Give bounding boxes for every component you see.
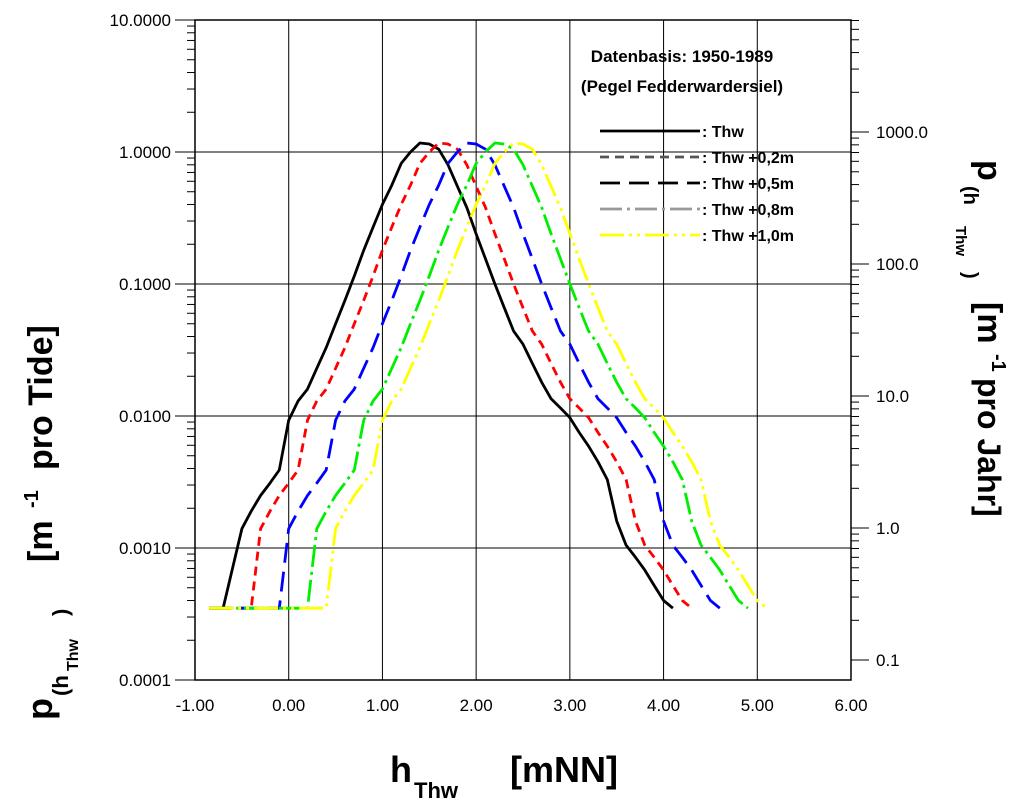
- y-axis-label-tail: pro Tide]: [22, 325, 60, 470]
- y2-axis-label: p (h Thw ) [m -1 pro Jahr]: [952, 160, 1009, 517]
- y2-axis-label-sub2: Thw: [952, 226, 969, 256]
- x-tick-label: 0.00: [272, 696, 305, 715]
- series-line-2: [209, 141, 721, 610]
- x-tick-label: 6.00: [834, 696, 867, 715]
- y2-tick-label: 0.1: [876, 651, 900, 670]
- y2-tick-label: 1.0: [876, 519, 900, 538]
- y2-axis-label-close: ): [959, 272, 981, 279]
- y-axis-label-exp: -1: [21, 490, 43, 508]
- y-axis-label: p (h Thw ) [m -1 pro Tide]: [19, 325, 82, 720]
- x-axis-label: h Thw [mNN]: [390, 749, 618, 803]
- y2-tick-label: 100.0: [876, 255, 919, 274]
- annotation-line-2: (Pegel Fedderwardersiel): [581, 77, 783, 96]
- y-tick-label: 1.0000: [119, 143, 171, 162]
- grid: [194, 19, 852, 681]
- legend-label-1: : Thw +0,2m: [702, 150, 794, 167]
- y-axis-label-sub: (h: [48, 675, 73, 696]
- y2-tick-label: 10.0: [876, 387, 909, 406]
- y-tick-label: 0.0001: [119, 671, 171, 690]
- x-axis-label-sub: Thw: [414, 778, 459, 803]
- series-line-3: [209, 141, 749, 610]
- y-axis-label-sub2: Thw: [65, 638, 82, 671]
- series-layer: [209, 141, 768, 610]
- y-tick-label: 10.0000: [110, 11, 171, 30]
- series-line-0: [209, 141, 674, 610]
- y2-axis-label-main: p: [970, 160, 1008, 181]
- y2-tick-label: 1000.0: [876, 123, 928, 142]
- x-tick-label: 3.00: [553, 696, 586, 715]
- x-tick-label: -1.00: [176, 696, 215, 715]
- axis-ticks: -1.00 0.00 1.00 2.00 3.00 4.00 5.00 6.00 0.0001 0…: [110, 11, 928, 715]
- x-tick-label: 4.00: [647, 696, 680, 715]
- y2-axis-label-unit: [m: [970, 302, 1008, 344]
- legend-label-3: : Thw +0,8m: [702, 202, 794, 219]
- y-axis-label-main: p: [19, 698, 60, 720]
- y-tick-label: 0.0010: [119, 539, 171, 558]
- plot-area-frame: [194, 19, 852, 681]
- y2-axis-label-exp: -1: [987, 354, 1009, 372]
- legend-label-0: : Thw: [702, 124, 744, 141]
- x-tick-label: 2.00: [460, 696, 493, 715]
- y-tick-label: 0.1000: [119, 275, 171, 294]
- x-axis-label-unit: [mNN]: [510, 749, 618, 790]
- y-axis-label-close: ): [48, 609, 73, 616]
- legend-label-4: : Thw +1,0m: [702, 228, 794, 245]
- series-line-4: [209, 141, 768, 610]
- y2-axis-label-tail: pro Jahr]: [971, 378, 1007, 517]
- x-tick-label: 1.00: [366, 696, 399, 715]
- legend: : Thw : Thw +0,2m : Thw +0,5m : Thw +0,8m : …: [600, 124, 794, 245]
- legend-label-2: : Thw +0,5m: [702, 176, 794, 193]
- y-tick-label: 0.0100: [119, 407, 171, 426]
- x-tick-label: 5.00: [741, 696, 774, 715]
- y-axis-label-unit: [m: [22, 520, 60, 562]
- y2-axis-label-sub: (h: [959, 186, 981, 205]
- annotation-line-1: Datenbasis: 1950-1989: [591, 47, 773, 66]
- annotation: Datenbasis: 1950-1989 (Pegel Fedderwarde…: [581, 47, 783, 96]
- x-axis-label-main: h: [390, 749, 412, 790]
- series-line-1: [209, 141, 693, 610]
